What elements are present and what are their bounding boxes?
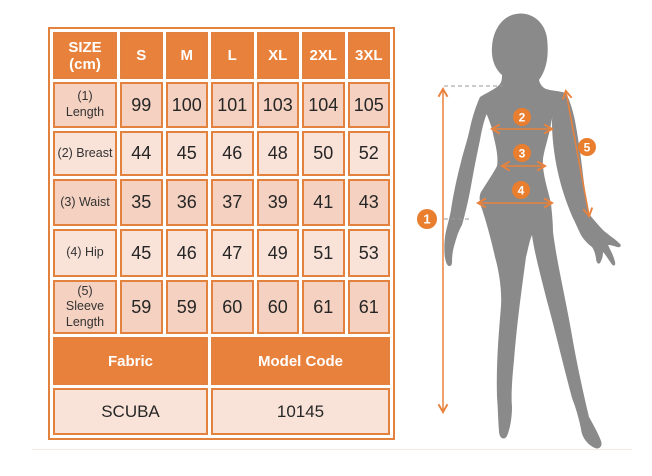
silhouette-left-arm: [444, 97, 488, 267]
row-hip: (4) Hip 45 46 47 49 51 53: [53, 229, 390, 277]
size-table: SIZE (cm) S M L XL 2XL 3XL (1) Length 99…: [48, 27, 395, 440]
marker-1: 1: [417, 209, 437, 229]
col-header-l: L: [211, 32, 254, 79]
cell-sleeve-xl: 60: [256, 280, 299, 334]
row-length: (1) Length 99 100 101 103 104 105: [53, 82, 390, 128]
marker-5-number: 5: [584, 141, 591, 155]
cell-length-2xl: 104: [302, 82, 345, 128]
cell-waist-xl: 39: [256, 179, 299, 226]
cell-breast-xl: 48: [256, 131, 299, 176]
size-table-header-row: SIZE (cm) S M L XL 2XL 3XL: [53, 32, 390, 79]
measurement-figure: 1 2 3 4 5: [400, 0, 652, 476]
size-unit-header: SIZE (cm): [53, 32, 117, 79]
cell-hip-l: 47: [211, 229, 254, 277]
marker-2: 2: [513, 108, 531, 126]
cell-hip-xl: 49: [256, 229, 299, 277]
female-silhouette: [479, 13, 602, 449]
cell-breast-m: 45: [165, 131, 208, 176]
row-footer-headers: Fabric Model Code: [53, 337, 390, 385]
cell-sleeve-m: 59: [165, 280, 208, 334]
col-header-s: S: [120, 32, 163, 79]
cell-sleeve-l: 60: [211, 280, 254, 334]
marker-3: 3: [513, 144, 531, 162]
marker-2-number: 2: [519, 111, 526, 125]
row-sleeve-length: (5) Sleeve Length 59 59 60 60 61 61: [53, 280, 390, 334]
sleeve-arrow: [566, 92, 589, 215]
col-header-m: M: [165, 32, 208, 79]
row-breast: (2) Breast 44 45 46 48 50 52: [53, 131, 390, 176]
cell-length-s: 99: [120, 82, 163, 128]
marker-3-circle: [513, 144, 531, 162]
col-header-2xl: 2XL: [302, 32, 345, 79]
fabric-value: SCUBA: [53, 388, 208, 435]
marker-5: 5: [578, 138, 596, 156]
cell-breast-l: 46: [211, 131, 254, 176]
marker-4-circle: [512, 181, 530, 199]
row-label-breast: (2) Breast: [53, 131, 117, 176]
cell-breast-2xl: 50: [302, 131, 345, 176]
cell-length-xl: 103: [256, 82, 299, 128]
cell-sleeve-s: 59: [120, 280, 163, 334]
model-code-header: Model Code: [211, 337, 390, 385]
marker-1-number: 1: [423, 212, 430, 227]
silhouette-right-arm: [552, 93, 621, 266]
model-code-value: 10145: [211, 388, 390, 435]
marker-1-circle: [417, 209, 437, 229]
marker-2-circle: [513, 108, 531, 126]
body-silhouette-diagram: 1 2 3 4 5: [417, 13, 621, 449]
cell-waist-3xl: 43: [347, 179, 390, 226]
cell-waist-s: 35: [120, 179, 163, 226]
fabric-header: Fabric: [53, 337, 208, 385]
cell-length-3xl: 105: [347, 82, 390, 128]
cell-sleeve-2xl: 61: [302, 280, 345, 334]
divider-line: [32, 449, 632, 450]
row-label-waist: (3) Waist: [53, 179, 117, 226]
marker-4: 4: [512, 181, 530, 199]
cell-waist-2xl: 41: [302, 179, 345, 226]
cell-breast-3xl: 52: [347, 131, 390, 176]
cell-sleeve-3xl: 61: [347, 280, 390, 334]
col-header-3xl: 3XL: [347, 32, 390, 79]
row-footer-values: SCUBA 10145: [53, 388, 390, 435]
cell-hip-m: 46: [165, 229, 208, 277]
cell-length-l: 101: [211, 82, 254, 128]
cell-waist-m: 36: [165, 179, 208, 226]
marker-4-number: 4: [518, 184, 525, 198]
row-label-length: (1) Length: [53, 82, 117, 128]
cell-hip-3xl: 53: [347, 229, 390, 277]
marker-3-number: 3: [519, 147, 526, 161]
cell-waist-l: 37: [211, 179, 254, 226]
cell-hip-s: 45: [120, 229, 163, 277]
row-waist: (3) Waist 35 36 37 39 41 43: [53, 179, 390, 226]
marker-5-circle: [578, 138, 596, 156]
cell-hip-2xl: 51: [302, 229, 345, 277]
cell-breast-s: 44: [120, 131, 163, 176]
row-label-hip: (4) Hip: [53, 229, 117, 277]
cell-length-m: 100: [165, 82, 208, 128]
col-header-xl: XL: [256, 32, 299, 79]
row-label-sleeve-length: (5) Sleeve Length: [53, 280, 117, 334]
